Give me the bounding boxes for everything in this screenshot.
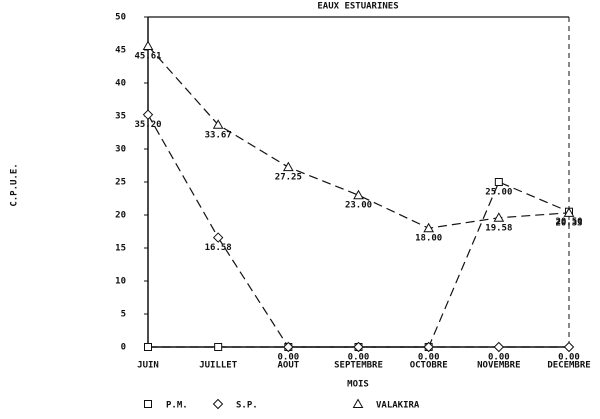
y-tick-label: 0 xyxy=(121,343,126,353)
y-tick-label: 40 xyxy=(115,79,126,89)
data-label: 0.00 xyxy=(558,353,580,363)
data-point xyxy=(214,343,223,351)
data-point xyxy=(563,207,575,217)
data-point xyxy=(423,222,435,233)
legend-label: P.M. xyxy=(166,401,188,411)
data-point xyxy=(493,212,505,222)
y-axis-label: C.P.U.E. xyxy=(10,163,20,206)
y-tick-label: 45 xyxy=(115,46,126,56)
legend-marker xyxy=(144,400,152,408)
y-tick-label: 10 xyxy=(115,277,126,287)
x-tick-label: OCTOBRE xyxy=(410,361,448,371)
data-label: 18.00 xyxy=(415,234,442,244)
y-tick-label: 25 xyxy=(115,178,126,188)
legend-marker xyxy=(352,398,364,408)
data-point xyxy=(423,341,434,353)
data-point xyxy=(144,343,152,351)
data-point xyxy=(142,109,154,120)
legend-label: S.P. xyxy=(236,401,258,411)
y-tick-label: 50 xyxy=(115,13,126,23)
y-tick-label: 30 xyxy=(115,145,126,155)
data-point xyxy=(353,189,364,200)
data-label: 20.50 xyxy=(555,217,582,227)
legend-label: VALAKIRA xyxy=(376,401,420,411)
y-tick-label: 20 xyxy=(115,211,126,221)
data-point xyxy=(283,341,294,353)
data-label: 35.20 xyxy=(134,120,161,130)
data-label: 0.00 xyxy=(348,353,370,363)
x-axis-label: MOIS xyxy=(347,380,369,390)
x-tick-label: SEPTEMBRE xyxy=(334,361,383,371)
data-label: 0.00 xyxy=(277,353,299,363)
x-tick-label: NOVEMBRE xyxy=(477,361,520,371)
data-label: 19.58 xyxy=(485,223,512,233)
data-label: 0.00 xyxy=(418,353,440,363)
x-tick-label: JUIN xyxy=(137,361,159,371)
data-point xyxy=(212,119,224,129)
y-tick-label: 5 xyxy=(121,310,126,320)
y-tick-label: 15 xyxy=(115,244,126,254)
data-label: 45.61 xyxy=(134,51,161,61)
chart-title: EAUX ESTUARINES xyxy=(317,2,398,12)
data-point xyxy=(353,341,364,353)
data-point xyxy=(142,40,154,50)
legend-marker xyxy=(212,398,224,410)
data-label: 0.00 xyxy=(488,353,510,363)
x-tick-label: AOUT xyxy=(277,361,299,371)
data-point xyxy=(282,161,294,172)
data-point xyxy=(493,341,505,353)
data-label: 20.33 xyxy=(555,218,582,228)
data-label: 16.58 xyxy=(205,243,232,253)
data-label: 23.00 xyxy=(345,201,372,211)
data-point xyxy=(563,341,575,353)
x-tick-label: JUILLET xyxy=(199,361,238,371)
y-tick-label: 35 xyxy=(115,112,126,122)
data-label: 33.67 xyxy=(205,130,232,140)
data-label: 25.00 xyxy=(485,188,512,198)
data-point xyxy=(212,232,224,243)
data-label: 27.25 xyxy=(275,173,302,183)
data-point xyxy=(494,178,503,186)
x-tick-label: DECEMBRE xyxy=(547,361,590,371)
